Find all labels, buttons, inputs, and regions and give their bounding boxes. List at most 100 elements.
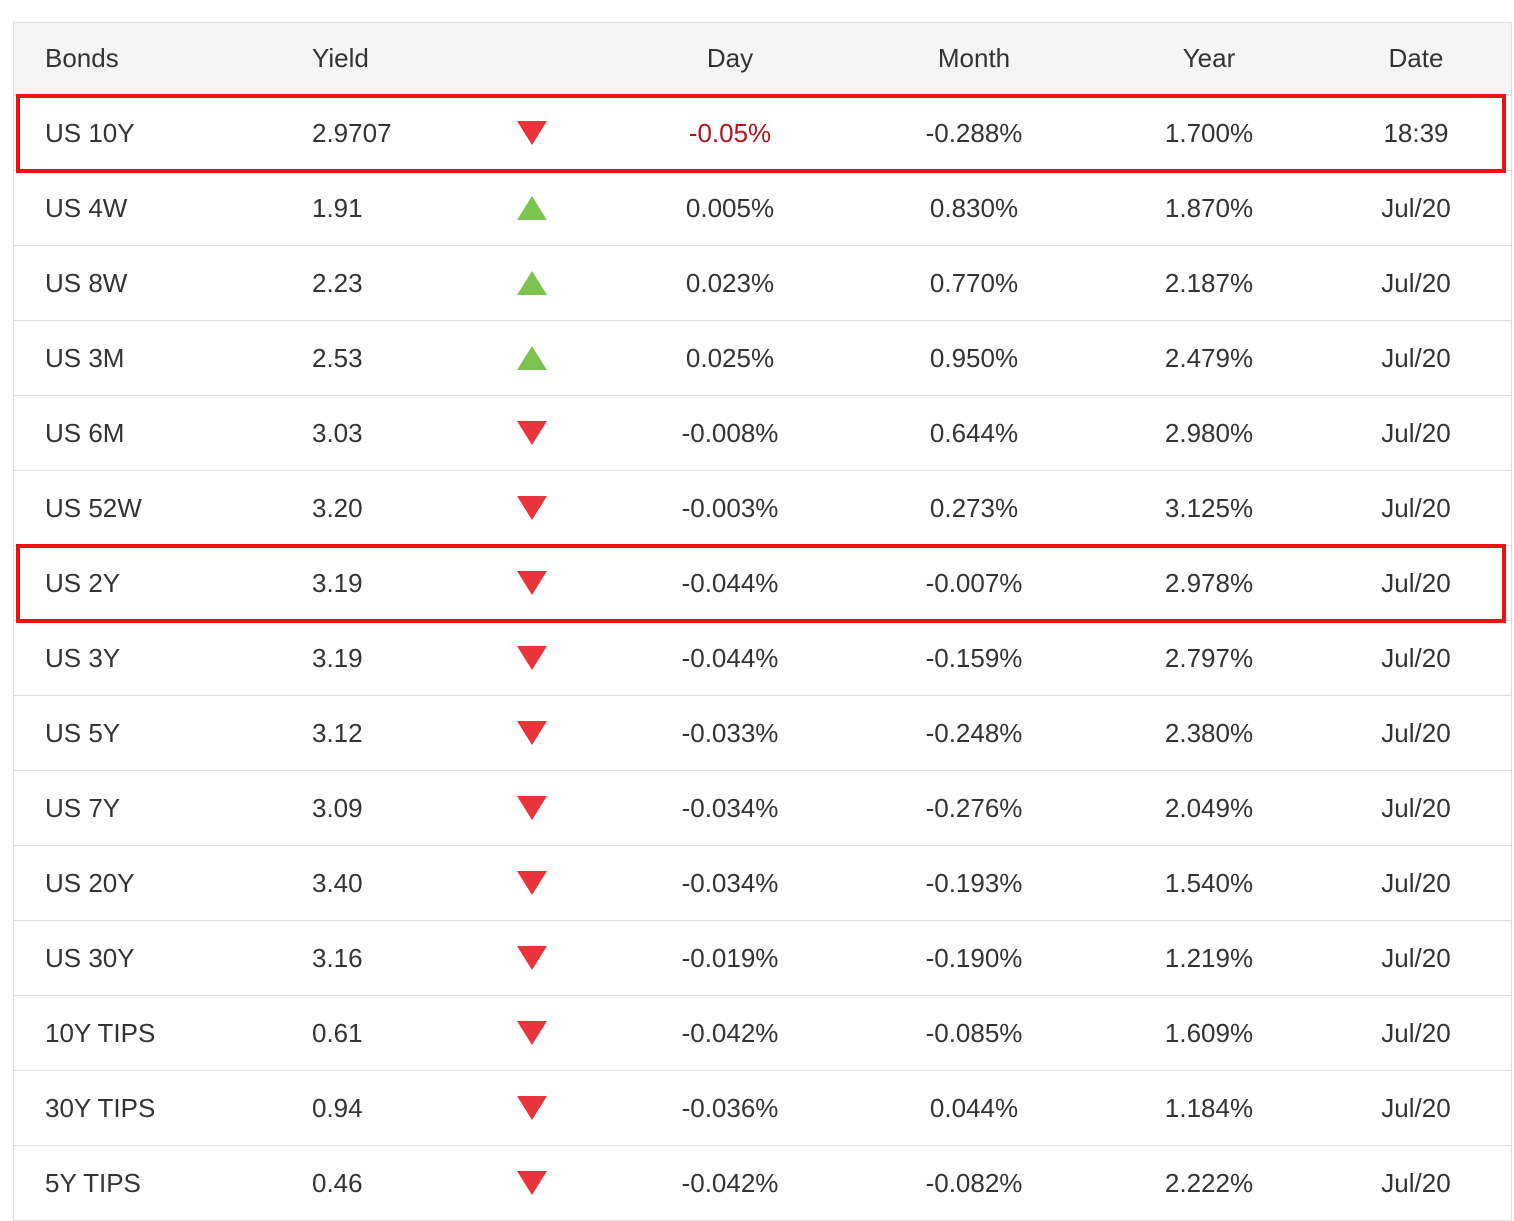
triangle-up-icon [517,196,547,220]
header-bonds[interactable]: Bonds [45,43,119,73]
direction-indicator [514,396,550,470]
direction-indicator [514,771,550,845]
bond-yield: 3.16 [312,942,363,973]
bond-year-change: 2.978% [1164,567,1254,598]
bond-day-change: -0.034% [681,792,779,823]
table-row[interactable]: US 8W 2.23 0.023% 0.770% 2.187% Jul/20 [14,246,1511,321]
bond-day-change: -0.003% [681,492,779,523]
table-row[interactable]: US 6M 3.03 -0.008% 0.644% 2.980% Jul/20 [14,396,1511,471]
header-date[interactable]: Date [1388,43,1444,73]
direction-indicator [514,246,550,320]
bond-year-change: 2.222% [1164,1167,1254,1198]
bond-name: 10Y TIPS [45,1017,156,1048]
bond-day-change: -0.044% [681,567,779,598]
direction-indicator [514,1071,550,1145]
bond-yield: 3.03 [312,417,363,448]
bond-year-change: 1.184% [1164,1092,1254,1123]
table-row[interactable]: US 20Y 3.40 -0.034% -0.193% 1.540% Jul/20 [14,846,1511,921]
bond-month-change: -0.085% [925,1017,1023,1048]
bond-name: 5Y TIPS [45,1167,141,1198]
header-day[interactable]: Day [706,43,754,73]
triangle-down-icon [517,1171,547,1195]
triangle-down-icon [517,646,547,670]
bond-name: US 6M [45,417,125,448]
triangle-up-icon [517,346,547,370]
bond-date: Jul/20 [1381,267,1451,298]
bond-day-change: -0.008% [681,417,779,448]
bond-month-change: -0.288% [925,117,1023,148]
triangle-up-icon [517,271,547,295]
table-row[interactable]: US 30Y 3.16 -0.019% -0.190% 1.219% Jul/20 [14,921,1511,996]
bonds-table: Bonds Yield Day Month Year Date US 10Y 2.… [13,22,1512,1221]
bond-month-change: 0.273% [929,492,1019,523]
bond-year-change: 2.797% [1164,642,1254,673]
bond-day-change: 0.025% [685,342,775,373]
bond-day-change: -0.042% [681,1017,779,1048]
table-row[interactable]: US 5Y 3.12 -0.033% -0.248% 2.380% Jul/20 [14,696,1511,771]
bond-date: Jul/20 [1381,1167,1451,1198]
bond-yield: 3.20 [312,492,363,523]
direction-indicator [514,546,550,620]
bond-yield: 2.9707 [312,117,392,148]
bond-day-change: -0.019% [681,942,779,973]
bond-date: Jul/20 [1381,1017,1451,1048]
direction-indicator [514,96,550,170]
header-yield[interactable]: Yield [312,43,369,73]
table-row[interactable]: 5Y TIPS 0.46 -0.042% -0.082% 2.222% Jul/20 [14,1146,1511,1221]
bond-year-change: 2.479% [1164,342,1254,373]
bond-day-change: -0.05% [688,117,772,148]
bond-name: US 3M [45,342,125,373]
table-row[interactable]: US 3Y 3.19 -0.044% -0.159% 2.797% Jul/20 [14,621,1511,696]
bond-yield: 3.09 [312,792,363,823]
triangle-down-icon [517,496,547,520]
triangle-down-icon [517,946,547,970]
bond-day-change: -0.044% [681,642,779,673]
table-row[interactable]: 30Y TIPS 0.94 -0.036% 0.044% 1.184% Jul/20 [14,1071,1511,1146]
table-row[interactable]: US 4W 1.91 0.005% 0.830% 1.870% Jul/20 [14,171,1511,246]
header-month[interactable]: Month [937,43,1011,73]
bond-yield: 0.46 [312,1167,363,1198]
bond-month-change: -0.159% [925,642,1023,673]
triangle-down-icon [517,721,547,745]
table-row[interactable]: US 52W 3.20 -0.003% 0.273% 3.125% Jul/20 [14,471,1511,546]
bond-date: Jul/20 [1381,792,1451,823]
table-row[interactable]: US 7Y 3.09 -0.034% -0.276% 2.049% Jul/20 [14,771,1511,846]
bond-day-change: 0.023% [685,267,775,298]
bond-yield: 1.91 [312,192,363,223]
bond-year-change: 1.870% [1164,192,1254,223]
bond-date: Jul/20 [1381,567,1451,598]
bond-month-change: -0.193% [925,867,1023,898]
table-row[interactable]: 10Y TIPS 0.61 -0.042% -0.085% 1.609% Jul/20 [14,996,1511,1071]
triangle-down-icon [517,421,547,445]
triangle-down-icon [517,121,547,145]
bond-name: US 7Y [45,792,121,823]
bond-month-change: 0.830% [929,192,1019,223]
table-row[interactable]: US 10Y 2.9707 -0.05% -0.288% 1.700% 18:39 [14,96,1511,171]
bond-year-change: 1.609% [1164,1017,1254,1048]
triangle-down-icon [517,1096,547,1120]
bond-date: Jul/20 [1381,192,1451,223]
direction-indicator [514,846,550,920]
bond-date: Jul/20 [1381,342,1451,373]
bond-date: Jul/20 [1381,942,1451,973]
bond-name: US 10Y [45,117,135,148]
bond-name: US 30Y [45,942,135,973]
bond-month-change: -0.248% [925,717,1023,748]
bond-month-change: -0.276% [925,792,1023,823]
bond-yield: 3.40 [312,867,363,898]
triangle-down-icon [517,796,547,820]
header-year[interactable]: Year [1182,43,1236,73]
bond-name: US 8W [45,267,128,298]
bond-year-change: 2.187% [1164,267,1254,298]
bond-year-change: 2.380% [1164,717,1254,748]
table-row[interactable]: US 3M 2.53 0.025% 0.950% 2.479% Jul/20 [14,321,1511,396]
bond-name: US 5Y [45,717,121,748]
bond-month-change: -0.007% [925,567,1023,598]
bond-date: Jul/20 [1381,417,1451,448]
bond-month-change: -0.190% [925,942,1023,973]
bond-name: 30Y TIPS [45,1092,156,1123]
bond-date: Jul/20 [1381,492,1451,523]
table-row[interactable]: US 2Y 3.19 -0.044% -0.007% 2.978% Jul/20 [14,546,1511,621]
bond-name: US 2Y [45,567,121,598]
direction-indicator [514,471,550,545]
